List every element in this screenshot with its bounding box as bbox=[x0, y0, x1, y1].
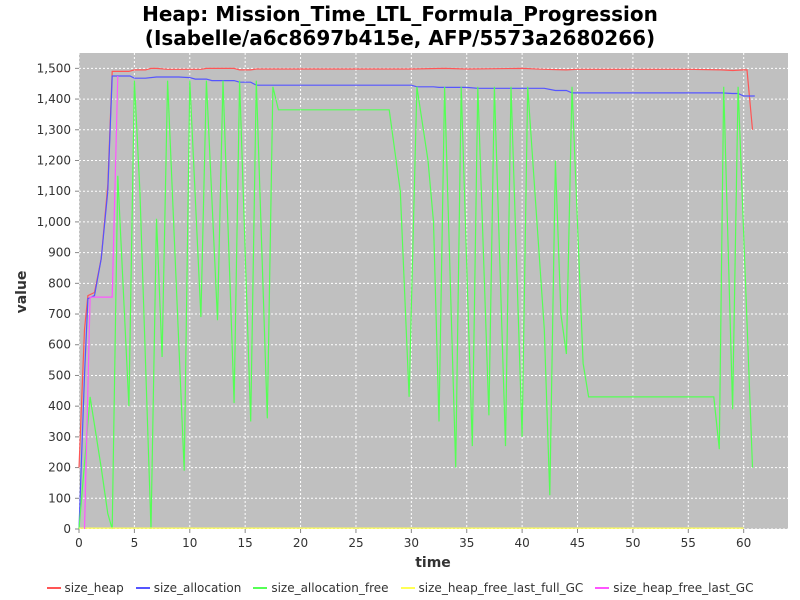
legend-label: size_allocation_free bbox=[271, 581, 389, 595]
legend-swatch bbox=[400, 587, 415, 589]
x-tick-label: 35 bbox=[459, 536, 474, 550]
y-tick-label: 0 bbox=[63, 522, 71, 536]
legend-label: size_heap_free_last_GC bbox=[613, 581, 754, 595]
x-tick-label: 25 bbox=[348, 536, 363, 550]
legend-item-size_allocation_free: size_allocation_free bbox=[253, 581, 389, 595]
legend-swatch bbox=[46, 587, 61, 589]
x-tick-label: 40 bbox=[514, 536, 529, 550]
x-tick-label: 0 bbox=[75, 536, 83, 550]
y-tick-label: 1,300 bbox=[37, 123, 71, 137]
chart-subtitle: (Isabelle/a6c8697b415e, AFP/5573a2680266… bbox=[144, 26, 656, 50]
x-tick-label: 60 bbox=[736, 536, 751, 550]
series-group bbox=[78, 67, 755, 530]
x-axis-label: time bbox=[415, 555, 451, 571]
y-tick-label: 1,100 bbox=[37, 184, 71, 198]
x-tick-label: 10 bbox=[182, 536, 197, 550]
legend-label: size_allocation bbox=[153, 581, 242, 595]
y-tick-label: 600 bbox=[48, 338, 71, 352]
y-tick-label: 500 bbox=[48, 368, 71, 382]
legend-label: size_heap bbox=[64, 581, 124, 595]
legend-swatch bbox=[595, 587, 610, 589]
legend-swatch bbox=[253, 587, 268, 589]
x-tick-label: 45 bbox=[570, 536, 585, 550]
x-tick-label: 55 bbox=[681, 536, 696, 550]
y-tick-label: 1,000 bbox=[37, 215, 71, 229]
x-tick-label: 5 bbox=[131, 536, 139, 550]
legend-swatch bbox=[135, 587, 150, 589]
x-tick-label: 50 bbox=[625, 536, 640, 550]
legend: size_heap size_allocation size_allocation_… bbox=[0, 578, 800, 598]
x-tick-label: 20 bbox=[293, 536, 308, 550]
y-tick-label: 900 bbox=[48, 246, 71, 260]
y-tick-label: 800 bbox=[48, 276, 71, 290]
legend-item-size_allocation: size_allocation bbox=[135, 581, 242, 595]
y-tick-label: 1,200 bbox=[37, 153, 71, 167]
legend-item-size_heap: size_heap bbox=[46, 581, 124, 595]
y-tick-label: 1,400 bbox=[37, 92, 71, 106]
axes: 01002003004005006007008009001,0001,1001,… bbox=[37, 61, 752, 550]
y-tick-label: 700 bbox=[48, 307, 71, 321]
plot-area bbox=[79, 53, 788, 529]
y-axis-label: value bbox=[14, 271, 30, 314]
series-line-size_heap bbox=[78, 67, 754, 468]
series-line-size_allocation bbox=[78, 75, 755, 530]
x-tick-label: 15 bbox=[238, 536, 253, 550]
legend-item-size_heap_free_last_GC: size_heap_free_last_GC bbox=[595, 581, 753, 595]
y-tick-label: 100 bbox=[48, 491, 71, 505]
y-tick-label: 1,500 bbox=[37, 61, 71, 75]
legend-item-size_heap_free_last_full_GC: size_heap_free_last_full_GC bbox=[400, 581, 584, 595]
y-tick-label: 200 bbox=[48, 461, 71, 475]
series-line-size_allocation_free bbox=[78, 80, 754, 530]
x-tick-label: 30 bbox=[404, 536, 419, 550]
series-line-size_heap_free_last_GC bbox=[83, 75, 119, 530]
legend-label: size_heap_free_last_full_GC bbox=[418, 581, 584, 595]
chart-title: Heap: Mission_Time_LTL_Formula_Progressi… bbox=[142, 2, 658, 26]
y-tick-label: 400 bbox=[48, 399, 71, 413]
y-tick-label: 300 bbox=[48, 430, 71, 444]
